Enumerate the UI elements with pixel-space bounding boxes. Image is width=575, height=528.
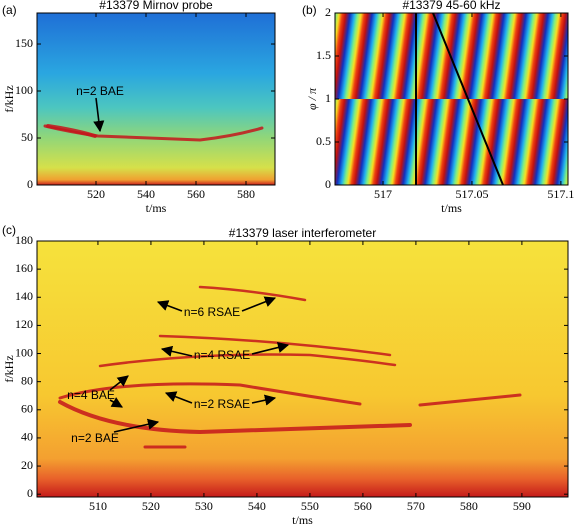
x-tick-label: 570 bbox=[407, 499, 425, 513]
y-tick-label: 50 bbox=[21, 130, 33, 144]
y-tick-label: 0 bbox=[27, 177, 33, 191]
mode-streak bbox=[418, 393, 522, 407]
y-tick-label: 2 bbox=[325, 5, 331, 19]
annotation: n=6 RSAE bbox=[184, 305, 240, 319]
y-tick-label: 80 bbox=[21, 373, 33, 387]
panel-label: (c) bbox=[2, 223, 16, 237]
x-tick-label: 580 bbox=[237, 187, 255, 201]
panel-label: (a) bbox=[2, 3, 17, 17]
annotation: n=2 BAE bbox=[71, 431, 119, 445]
annotation-arrow bbox=[251, 342, 290, 355]
x-tick-label: 560 bbox=[187, 187, 205, 201]
reference-line bbox=[432, 12, 504, 186]
annotation-arrow bbox=[109, 375, 129, 391]
x-tick-label: 580 bbox=[460, 499, 478, 513]
mode-streak bbox=[58, 400, 412, 435]
y-tick-label: 60 bbox=[21, 402, 33, 416]
x-tick-label: 560 bbox=[354, 499, 372, 513]
y-tick-label: 100 bbox=[15, 345, 33, 359]
y-axis-label: φ / π bbox=[305, 87, 319, 110]
x-axis-label: t/ms bbox=[146, 201, 167, 215]
mode-streak bbox=[198, 285, 307, 302]
annotation: n=2 RSAE bbox=[194, 397, 250, 411]
annotation-arrow bbox=[156, 300, 183, 312]
y-axis-label: f/kHz bbox=[2, 85, 16, 112]
y-tick-label: 150 bbox=[15, 36, 33, 50]
x-tick-label: 510 bbox=[89, 499, 107, 513]
y-tick-label: 120 bbox=[15, 317, 33, 331]
annotation-arrow bbox=[109, 397, 123, 408]
mode-streak bbox=[58, 382, 362, 406]
annotation: n=4 BAE bbox=[67, 388, 115, 402]
y-tick-label: 0 bbox=[27, 486, 33, 500]
x-tick-label: 530 bbox=[195, 499, 213, 513]
x-tick-label: 550 bbox=[301, 499, 319, 513]
annotation-arrow bbox=[241, 296, 277, 312]
chart-title: #13379 45-60 kHz bbox=[402, 0, 500, 12]
plot-frame bbox=[36, 240, 569, 498]
x-tick-label: 517.05 bbox=[455, 187, 488, 201]
spectrogram-image bbox=[37, 241, 568, 497]
x-tick-label: 517.1 bbox=[547, 187, 574, 201]
plot-frame bbox=[36, 12, 276, 186]
spectrogram-image bbox=[37, 13, 275, 185]
chart-title: #13379 laser interferometer bbox=[229, 226, 376, 240]
annotation-arrow bbox=[160, 345, 193, 357]
y-tick-label: 0.5 bbox=[316, 134, 331, 148]
phase-image bbox=[335, 99, 568, 185]
annotation-arrow bbox=[113, 418, 160, 433]
x-tick-label: 590 bbox=[513, 499, 531, 513]
x-tick-label: 540 bbox=[137, 187, 155, 201]
annotation: n=4 RSAE bbox=[194, 348, 250, 362]
y-tick-label: 100 bbox=[15, 83, 33, 97]
annotation-arrow bbox=[93, 97, 105, 133]
annotation-arrow bbox=[164, 391, 193, 404]
chart-title: #13379 Mirnov probe bbox=[99, 0, 213, 12]
y-tick-label: 1.5 bbox=[316, 48, 331, 62]
y-tick-label: 0 bbox=[325, 177, 331, 191]
y-axis-label: f/kHz bbox=[2, 355, 16, 382]
mode-streak bbox=[46, 124, 97, 138]
x-axis-label: t/ms bbox=[292, 513, 313, 527]
panel-label: (b) bbox=[302, 3, 317, 17]
y-tick-label: 140 bbox=[15, 289, 33, 303]
mode-streak bbox=[98, 353, 397, 368]
x-tick-label: 540 bbox=[248, 499, 266, 513]
y-tick-label: 1 bbox=[325, 91, 331, 105]
y-tick-label: 40 bbox=[21, 430, 33, 444]
y-tick-label: 20 bbox=[21, 458, 33, 472]
y-tick-label: 180 bbox=[15, 233, 33, 247]
x-tick-label: 517 bbox=[374, 187, 392, 201]
annotation: n=2 BAE bbox=[76, 84, 124, 98]
x-tick-label: 520 bbox=[87, 187, 105, 201]
y-tick-label: 160 bbox=[15, 261, 33, 275]
annotation-arrow bbox=[251, 394, 277, 406]
x-tick-label: 520 bbox=[142, 499, 160, 513]
x-axis-label: t/ms bbox=[441, 201, 462, 215]
